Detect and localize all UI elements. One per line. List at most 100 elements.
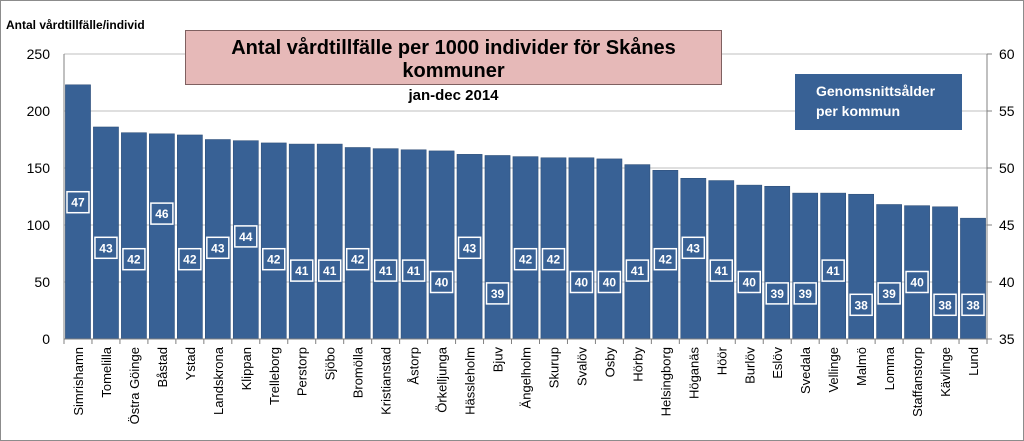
age-label: 42 [183,253,197,267]
category-label: Perstorp [295,347,310,396]
category-label: Svedala [798,346,813,394]
category-label: Hörby [630,347,645,382]
age-label-box [709,259,734,282]
age-label: 38 [854,298,868,312]
age-label: 41 [826,264,840,278]
y-tick-label: 200 [27,103,51,119]
age-label: 40 [575,276,589,290]
y-tick-label: 0 [42,331,50,347]
y2-tick-label: 60 [999,46,1015,62]
bar [428,150,455,340]
category-label: Åstorp [407,347,422,385]
age-label-box [178,247,202,271]
y2-tick-label: 40 [999,274,1015,290]
category-label: Helsingborg [658,347,673,416]
bar [764,185,791,340]
age-label: 42 [659,253,673,267]
age-label-box [206,236,230,260]
category-label: Kävlinge [938,347,953,397]
bar [484,155,511,340]
age-label: 41 [323,264,337,278]
y-tick-label: 250 [27,46,51,62]
age-label: 44 [239,230,253,244]
category-label: Ystad [183,347,198,380]
bar [596,158,623,340]
bar [177,134,203,340]
bar [288,143,315,340]
age-label: 43 [211,241,225,255]
age-label: 43 [687,241,701,255]
category-label: Båstad [155,347,170,387]
bar [372,148,399,340]
category-label: Höör [714,346,729,375]
age-label-box [122,247,146,271]
age-label-box [457,236,482,260]
category-label: Trelleborg [267,347,282,405]
age-label-box [765,282,789,305]
y-tick-label: 100 [27,217,51,233]
age-label: 38 [966,298,980,312]
age-label: 43 [463,241,477,255]
legend-line-1: Genomsnittsålder [816,83,936,99]
age-label: 39 [491,287,505,301]
bar [316,143,343,340]
category-label: Vellinge [826,347,841,393]
age-label-box [541,247,566,271]
age-label-box [793,282,817,305]
age-label: 42 [519,253,533,267]
age-label: 42 [547,253,561,267]
bar [848,193,874,340]
bar [960,217,986,340]
age-label: 39 [771,287,785,301]
age-label: 40 [603,276,617,290]
age-label: 41 [407,264,421,278]
age-label-box [429,270,454,294]
legend-box: Genomsnittsålder per kommun [795,74,962,130]
age-label-box [262,247,286,271]
category-label: Höganäs [686,347,701,400]
category-label: Bjuv [491,347,506,373]
age-label-box [485,282,510,305]
category-label: Bromölla [351,346,366,398]
age-label: 41 [295,264,309,278]
y2-tick-label: 35 [999,331,1015,347]
category-label: Osby [602,347,617,378]
bar [344,147,371,340]
age-label: 42 [351,253,365,267]
age-label-box [66,190,90,214]
bar [876,204,902,340]
age-label: 40 [743,276,757,290]
age-label-box [905,270,929,294]
category-label: Ängelholm [519,347,534,408]
age-label: 42 [267,253,281,267]
age-label: 39 [799,287,813,301]
age-label: 40 [435,276,449,290]
age-label: 39 [882,287,896,301]
age-label-box [821,259,845,282]
category-label: Svalöv [574,347,589,387]
y-axis-label: Antal vårdtillfälle/individ [6,18,145,32]
bar [736,184,763,340]
age-label-box [94,236,118,260]
age-label-box [961,293,985,317]
category-label: Eslöv [770,347,785,379]
age-label-box [597,270,622,294]
bar [624,164,651,340]
bar [512,156,539,340]
y-tick-label: 50 [34,274,50,290]
chart-title-box: Antal vårdtillfälle per 1000 individer f… [185,30,722,104]
age-label-box [877,282,901,305]
category-label: Simrishamn [71,347,86,416]
age-label-box [569,270,594,294]
age-label-box [401,259,426,282]
age-label-box [849,293,873,317]
y2-tick-label: 50 [999,160,1015,176]
age-label: 47 [71,196,85,210]
bar [149,133,175,340]
age-label: 46 [155,207,169,221]
category-label: Klippan [239,347,254,390]
category-label: Landskrona [211,346,226,415]
age-label: 41 [631,264,645,278]
bar [792,192,819,340]
